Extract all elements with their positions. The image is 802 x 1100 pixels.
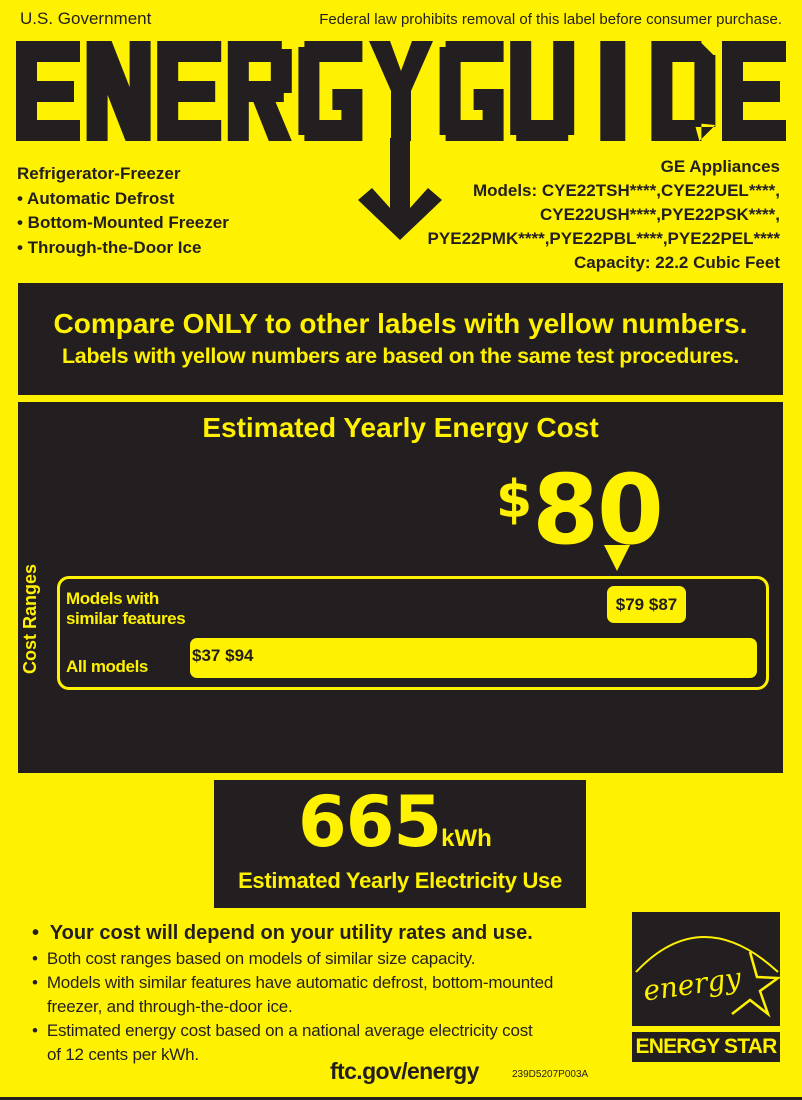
all-models-label: All models — [66, 657, 148, 676]
compare-line2: Labels with yellow numbers are based on … — [61, 344, 740, 368]
energy-star-icon: energy — [635, 936, 780, 1018]
note: freezer, and through-the-door ice. — [47, 997, 293, 1016]
models: CYE22USH****,PYE22PSK****, — [539, 205, 780, 224]
note: • Estimated energy cost based on a natio… — [32, 1021, 533, 1040]
cost-box: Estimated Yearly Energy Cost $80 Cost Ra… — [18, 402, 783, 773]
usage-number: 665 — [298, 781, 442, 863]
compare-box: Compare ONLY to other labels with yellow… — [18, 283, 783, 395]
logo-letter-e — [16, 41, 80, 141]
cost-currency: $ — [496, 470, 533, 530]
energyguide-logo — [16, 41, 786, 240]
similar-label: similar features — [66, 609, 186, 628]
logo-letter-y — [369, 41, 433, 141]
logo-letter-n — [86, 41, 151, 141]
logo-letter-u — [510, 41, 575, 141]
brand: GE Appliances — [660, 157, 780, 176]
all-range-bar: $37 $94 — [190, 638, 757, 678]
similar-high: $87 — [648, 595, 678, 614]
similar-label: Models with — [66, 589, 159, 608]
feature: • Through-the-Door Ice — [17, 237, 202, 257]
logo-letter-g — [439, 41, 504, 141]
models: PYE22PMK****,PYE22PBL****,PYE22PEL**** — [427, 229, 780, 248]
note-main: • Your cost will depend on your utility … — [32, 922, 533, 944]
cost-ranges-box — [57, 576, 769, 690]
similar-range-bar: $79 $87 — [607, 586, 686, 623]
note: • Both cost ranges based on models of si… — [32, 949, 476, 968]
logo-letter-e — [722, 41, 786, 141]
logo-letter-i — [600, 41, 626, 141]
energy-star-label: ENERGY STAR — [632, 1032, 780, 1062]
all-high: $94 — [225, 646, 254, 665]
energy-script: energy — [641, 961, 744, 1008]
cost-value: $80 — [496, 452, 664, 586]
compare-line1: Compare ONLY to other labels with yellow… — [53, 308, 748, 339]
cost-number: 80 — [532, 454, 664, 566]
usage-unit: kWh — [441, 825, 492, 852]
usage-value: 665kWh — [298, 782, 492, 862]
bottom-border — [0, 1097, 802, 1100]
logo-letter-r — [227, 41, 292, 141]
feature: • Bottom-Mounted Freezer — [17, 213, 229, 232]
removal-warning: Federal law prohibits removal of this la… — [319, 11, 782, 28]
product-type: Refrigerator-Freezer — [17, 164, 181, 183]
cost-title: Estimated Yearly Energy Cost — [202, 412, 599, 443]
cost-ranges-label: Cost Ranges — [20, 563, 40, 674]
logo-letter-d — [651, 41, 716, 141]
usage-label: Estimated Yearly Electricity Use — [238, 868, 562, 893]
feature: • Automatic Defrost — [17, 188, 175, 208]
capacity: Capacity: 22.2 Cubic Feet — [574, 253, 780, 272]
energy-star-logo: energy ENERGY STAR — [632, 912, 780, 1062]
logo-letter-g — [298, 41, 363, 141]
similar-low: $79 — [615, 595, 645, 614]
label-code: 239D5207P003A — [512, 1069, 589, 1080]
logo-letter-e — [157, 41, 222, 141]
note: of 12 cents per kWh. — [47, 1045, 199, 1064]
note: • Models with similar features have auto… — [32, 973, 554, 992]
ftc-link[interactable]: ftc.gov/energy — [330, 1058, 479, 1084]
cost-pointer-icon — [604, 545, 630, 571]
all-low: $37 — [192, 646, 221, 665]
usage-box: 665kWh Estimated Yearly Electricity Use — [214, 780, 586, 908]
arrow-icon — [358, 138, 442, 240]
models: Models: CYE22TSH****,CYE22UEL****, — [472, 181, 780, 200]
gov-label: U.S. Government — [20, 9, 152, 28]
